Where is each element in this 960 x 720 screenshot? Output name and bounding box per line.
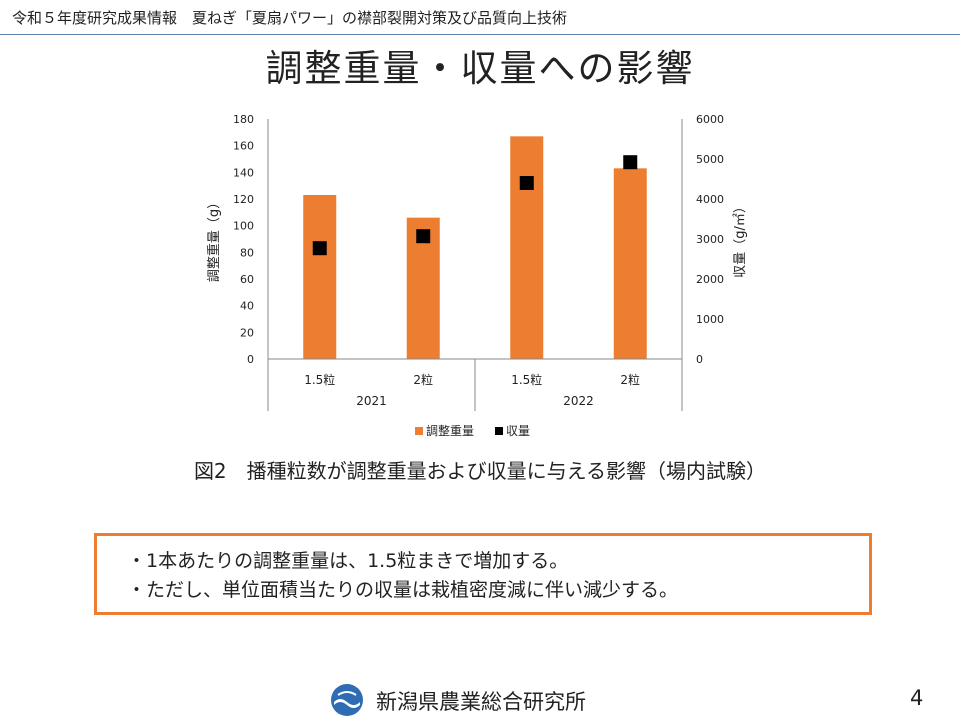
y-tick-label: 140 bbox=[233, 166, 254, 179]
summary-line-2: ・ただし、単位面積当たりの収量は栽植密度減に伴い減少する。 bbox=[127, 579, 679, 601]
y-tick-label: 60 bbox=[240, 273, 254, 286]
slide-header: 令和５年度研究成果情報 夏ねぎ「夏扇パワー」の襟部裂開対策及び品質向上技術 bbox=[0, 0, 960, 35]
weight-yield-chart: 0 20 40 60 80 100 120 140 160 180 0 1000 2000 3000 400… bbox=[206, 113, 748, 438]
y2-tick-label: 0 bbox=[696, 353, 703, 366]
y-tick-label: 160 bbox=[233, 140, 254, 153]
group-label: 2022 bbox=[563, 394, 594, 408]
group-label: 2021 bbox=[356, 394, 387, 408]
bar bbox=[510, 136, 544, 359]
x-tick-label: 2粒 bbox=[413, 372, 433, 387]
x-tick-label: 1.5粒 bbox=[511, 372, 542, 387]
x-tick-label: 1.5粒 bbox=[304, 372, 335, 387]
y-tick-label: 80 bbox=[240, 246, 254, 259]
y-tick-label: 120 bbox=[233, 193, 254, 206]
y2-axis-title: 収量（g/㎡） bbox=[733, 200, 748, 278]
bar bbox=[613, 168, 647, 359]
y2-tick-label: 5000 bbox=[696, 153, 724, 166]
footer-org-name: 新潟県農業総合研究所 bbox=[376, 690, 586, 714]
x-tick-label: 2粒 bbox=[620, 372, 640, 387]
institute-logo-icon bbox=[331, 684, 363, 716]
y-tick-label: 0 bbox=[247, 353, 254, 366]
slide-title: 調整重量・収量への影響 bbox=[265, 47, 695, 90]
yield-marker bbox=[519, 176, 534, 190]
y-tick-label: 100 bbox=[233, 220, 254, 233]
legend-swatch-marker bbox=[495, 427, 503, 435]
page-number: 4 bbox=[910, 686, 924, 710]
yield-marker bbox=[623, 155, 638, 170]
y-tick-label: 180 bbox=[233, 113, 254, 126]
header-text: 令和５年度研究成果情報 夏ねぎ「夏扇パワー」の襟部裂開対策及び品質向上技術 bbox=[12, 9, 568, 27]
y2-tick-label: 3000 bbox=[696, 233, 724, 246]
y-tick-label: 20 bbox=[240, 326, 254, 339]
legend-swatch-bar bbox=[415, 427, 423, 435]
figure-caption: 図2 播種粒数が調整重量および収量に与える影響（場内試験） bbox=[193, 459, 767, 483]
summary-line-1: ・1本あたりの調整重量は、1.5粒まきで増加する。 bbox=[127, 550, 569, 572]
yield-marker bbox=[312, 241, 327, 256]
y2-tick-label: 6000 bbox=[696, 113, 724, 126]
y2-tick-label: 2000 bbox=[696, 273, 724, 286]
bar bbox=[303, 195, 337, 359]
legend-label-bar: 調整重量 bbox=[426, 423, 474, 438]
y-tick-label: 40 bbox=[240, 300, 254, 313]
legend-label-marker: 収量 bbox=[506, 424, 530, 438]
y-axis-title: 調整重量（g） bbox=[206, 196, 222, 282]
yield-marker bbox=[416, 229, 431, 244]
y2-tick-label: 1000 bbox=[696, 313, 724, 326]
summary-box: ・1本あたりの調整重量は、1.5粒まきで増加する。 ・ただし、単位面積当たりの収… bbox=[94, 533, 872, 615]
y2-tick-label: 4000 bbox=[696, 193, 724, 206]
